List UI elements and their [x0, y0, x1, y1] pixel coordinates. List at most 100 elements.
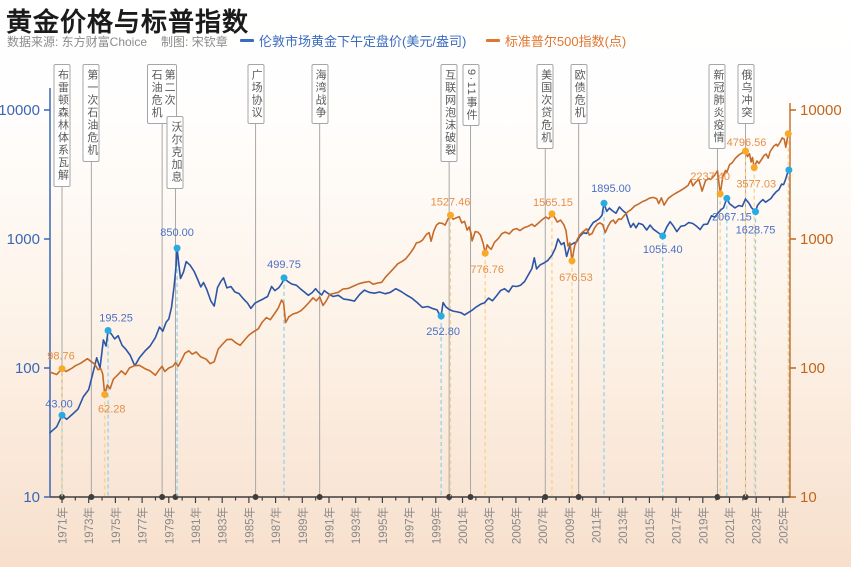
event-label-text: 海湾战争: [314, 69, 327, 119]
credit-label: 制图: 宋钦章: [161, 35, 228, 49]
annotation-dot[interactable]: [548, 210, 556, 218]
x-tick-label: 2017年: [670, 507, 684, 544]
annotation-dot[interactable]: [784, 130, 792, 138]
annotation-dot[interactable]: [600, 199, 608, 207]
event-label-box[interactable]: 广场协议: [247, 64, 265, 124]
chart-meta: 数据来源: 东方财富Choice 制图: 宋钦章: [7, 33, 228, 50]
event-label-text: 布雷顿森林体系瓦解: [56, 69, 69, 182]
annotation-value-label: 2237.40: [690, 171, 730, 183]
annotation-dot[interactable]: [101, 391, 109, 399]
annotation-value-label: 98.76: [47, 351, 75, 363]
annotation-dot[interactable]: [481, 249, 489, 257]
gold-price-line: [49, 169, 790, 434]
annotation-dot[interactable]: [568, 257, 576, 265]
annotation-value-label: 1895.00: [591, 183, 631, 195]
x-tick-label: 1997年: [403, 507, 417, 544]
annotation-dot[interactable]: [742, 147, 750, 155]
x-tick-label: 2001年: [456, 507, 470, 544]
event-label-text: 美国次贷危机: [539, 69, 552, 144]
x-tick-label: 2009年: [563, 507, 577, 544]
annotation-dot[interactable]: [280, 274, 288, 282]
annotation-value-label: 43.00: [45, 398, 73, 410]
x-tick-label: 2023年: [750, 507, 764, 544]
event-label-box[interactable]: 欧债危机: [570, 64, 588, 124]
event-label-text: 互联网泡沫破裂: [443, 69, 456, 157]
annotation-value-label: 1055.40: [643, 244, 683, 256]
legend: 伦敦市场黄金下午定盘价(美元/盎司) 标准普尔500指数(点): [240, 31, 642, 50]
x-tick-label: 1981年: [189, 507, 203, 544]
annotation-dot[interactable]: [785, 166, 793, 174]
x-tick-label: 2021年: [723, 507, 737, 544]
event-label-box[interactable]: 互联网泡沫破裂: [440, 64, 458, 162]
x-tick-label: 2013年: [616, 507, 630, 544]
x-tick-label: 2015年: [643, 507, 657, 544]
annotation-value-label: 1527.46: [431, 196, 471, 208]
annotation-value-label: 850.00: [160, 227, 194, 239]
x-tick-label: 1993年: [349, 507, 363, 544]
annotation-value-label: 3577.03: [736, 179, 776, 191]
sp500-line-dash-icon: [485, 39, 500, 42]
event-label-box[interactable]: 沃尔克加息: [166, 116, 184, 189]
annotation-value-label: 4796.56: [727, 137, 767, 149]
event-label-text: 9·11事件: [465, 69, 477, 122]
annotation-value-label: 62.28: [98, 404, 126, 416]
annotation-dot[interactable]: [750, 164, 758, 172]
legend-item-gold[interactable]: 伦敦市场黄金下午定盘价(美元/盎司): [240, 32, 467, 49]
annotation-dot[interactable]: [104, 327, 112, 335]
event-label-box[interactable]: 布雷顿森林体系瓦解: [53, 64, 71, 187]
x-tick-label: 1989年: [296, 507, 310, 544]
event-label-box[interactable]: 第一次石油危机: [82, 64, 100, 162]
annotation-value-label: 499.75: [267, 259, 301, 271]
y-tick-label-right: 10000: [800, 102, 842, 119]
x-tick-label: 2005年: [509, 507, 523, 544]
event-label-box[interactable]: 海湾战争: [311, 64, 329, 124]
annotation-value-label: 1628.75: [736, 225, 776, 237]
x-tick-label: 1985年: [242, 507, 256, 544]
x-tick-label: 1971年: [56, 507, 70, 544]
annotation-dot[interactable]: [716, 190, 724, 198]
annotation-dot[interactable]: [723, 194, 731, 202]
annotation-value-label: 676.53: [559, 272, 593, 284]
gold-line-dash-icon: [240, 39, 254, 42]
annotation-dot[interactable]: [446, 211, 454, 219]
annotation-dot[interactable]: [58, 365, 66, 373]
legend-item-sp500[interactable]: 标准普尔500指数(点): [485, 32, 627, 49]
x-tick-label: 2007年: [536, 507, 550, 544]
x-tick-label: 1979年: [162, 507, 176, 544]
event-label-box[interactable]: 俄乌冲突: [737, 64, 755, 124]
annotation-dot[interactable]: [58, 411, 66, 419]
event-label-text: 新冠肺炎疫情: [711, 69, 724, 144]
event-label-text: 第二次: [163, 69, 176, 107]
x-tick-label: 2019年: [696, 507, 710, 544]
x-tick-label: 1995年: [376, 507, 390, 544]
y-tick-label-left: 100: [15, 360, 40, 377]
x-tick-label: 1987年: [269, 507, 283, 544]
event-label-text: 沃尔克加息: [169, 121, 182, 184]
sp500-index-line: [49, 132, 789, 396]
page-title: 黄金价格与标普指数: [6, 7, 250, 37]
event-label-box[interactable]: 9·11事件: [462, 64, 479, 127]
event-label-box[interactable]: 第二次 石油危机: [147, 64, 178, 124]
annotation-value-label: 2067.15: [712, 211, 752, 223]
legend-label-sp500: 标准普尔500指数(点): [504, 34, 627, 49]
annotation-dot[interactable]: [659, 232, 667, 240]
legend-label-gold: 伦敦市场黄金下午定盘价(美元/盎司): [259, 34, 467, 49]
annotation-value-label: 195.25: [99, 313, 133, 325]
event-label-box[interactable]: 新冠肺炎疫情: [708, 64, 726, 149]
annotation-value-label: 1565.15: [533, 197, 573, 209]
event-label-text: 欧债危机: [573, 69, 586, 119]
event-label-text: 石油危机: [150, 69, 163, 119]
x-tick-label: 1977年: [136, 507, 150, 544]
x-tick-label: 2025年: [776, 507, 790, 544]
x-tick-label: 2011年: [590, 507, 604, 543]
y-tick-label-left: 1000: [7, 231, 40, 248]
annotation-dot[interactable]: [437, 312, 445, 320]
x-tick-label: 1999年: [429, 507, 443, 544]
y-tick-label-right: 100: [800, 360, 825, 377]
y-tick-label-right: 1000: [800, 231, 833, 248]
annotation-dot[interactable]: [752, 208, 760, 216]
y-tick-label-left: 10000: [0, 102, 40, 119]
annotation-dot[interactable]: [173, 244, 181, 252]
event-label-box[interactable]: 美国次贷危机: [536, 64, 554, 149]
